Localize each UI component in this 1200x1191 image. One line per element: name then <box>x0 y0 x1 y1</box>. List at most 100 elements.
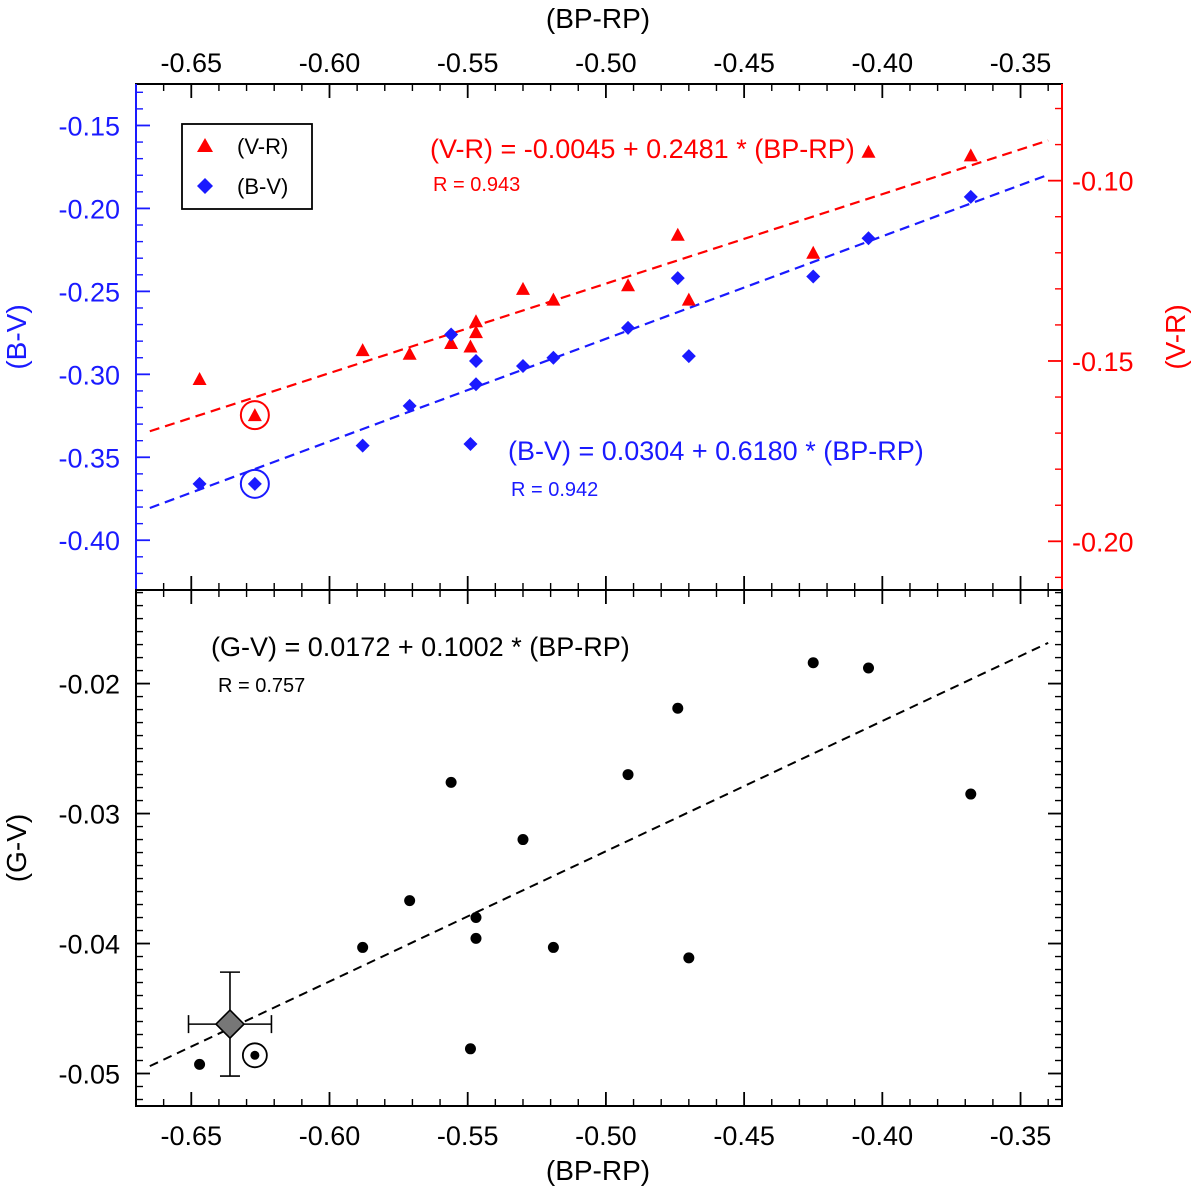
gv-y-tick-label: -0.03 <box>58 800 120 830</box>
bv-data-point <box>444 327 459 342</box>
top-x-tick-label: -0.50 <box>575 48 637 78</box>
bv-data-point <box>963 189 978 204</box>
gv-data-point <box>404 895 416 907</box>
top-x-tick-label: -0.60 <box>299 48 361 78</box>
left-y-axis-title: (B-V) <box>1 304 32 369</box>
legend-label-vr: (V-R) <box>237 134 288 159</box>
left-y-tick-label: -0.40 <box>58 526 120 556</box>
gv-data-point <box>965 788 977 800</box>
top-panel-sun-markers <box>239 400 270 499</box>
bv-data-point <box>355 438 370 453</box>
sun-symbol-ring <box>241 1042 268 1069</box>
vr-data-point <box>463 339 478 353</box>
bottom-x-tick-label: -0.55 <box>437 1121 499 1151</box>
top-panel-fits <box>149 139 1049 510</box>
bottom-x-tick-label: -0.50 <box>575 1121 637 1151</box>
bv-fit-equation: (B-V) = 0.0304 + 0.6180 * (BP-RP) <box>508 436 924 466</box>
bottom-x-tick-label: -0.60 <box>299 1121 361 1151</box>
gv-data-point <box>547 941 559 953</box>
bottom-panel-frame <box>135 589 1063 1107</box>
legend: (V-R) (B-V) <box>181 123 313 210</box>
legend-label-bv: (B-V) <box>237 174 288 199</box>
bottom-panel-fit <box>149 641 1049 1068</box>
vr-data-point <box>670 227 685 241</box>
vr-data-point <box>355 343 370 357</box>
top-x-axis-title: (BP-RP) <box>546 3 650 34</box>
bv-data-point <box>681 349 696 364</box>
vr-data-point <box>468 325 483 339</box>
gv-y-tick-label: -0.02 <box>58 670 120 700</box>
bv-data-point <box>247 476 262 491</box>
vr-fit-equation: (V-R) = -0.0045 + 0.2481 * (BP-RP) <box>430 134 855 164</box>
top-x-tick-label: -0.55 <box>437 48 499 78</box>
vr-fit-line <box>149 139 1049 433</box>
bv-data-point <box>192 476 207 491</box>
gv-data-point <box>464 1043 476 1055</box>
sun-symbol-dot <box>250 1050 260 1060</box>
gv-data-point <box>357 941 369 953</box>
vr-data-point <box>468 314 483 328</box>
bv-data-point <box>546 350 561 365</box>
bv-data-point <box>670 271 685 286</box>
left-y-tick-label: -0.35 <box>58 443 120 473</box>
top-x-tick-label: -0.40 <box>852 48 914 78</box>
bv-data-point <box>463 437 478 452</box>
legend-marker-vr <box>197 138 213 152</box>
vr-data-point <box>681 292 696 306</box>
top-panel: -0.65 -0.60 -0.55 -0.50 -0.45 -0.40 -0.35 -0.15… <box>1 3 1191 591</box>
top-x-tick-label: -0.65 <box>161 48 223 78</box>
sun-marker-bv <box>239 468 270 499</box>
bv-data-point <box>515 359 530 374</box>
legend-marker-bv <box>197 178 213 194</box>
bv-data-point <box>468 354 483 369</box>
left-y-tick-label: -0.20 <box>58 194 120 224</box>
left-y-tick-label: -0.25 <box>58 277 120 307</box>
top-panel-tick-labels: -0.65 -0.60 -0.55 -0.50 -0.45 -0.40 -0.35 -0.15… <box>58 48 1133 557</box>
gv-data-point <box>672 702 684 714</box>
gv-data-point <box>470 932 482 944</box>
gv-data-point <box>517 834 529 846</box>
gv-data-point <box>622 769 634 781</box>
top-x-tick-label: -0.35 <box>990 48 1052 78</box>
vr-data-point <box>621 278 636 292</box>
bottom-x-tick-label: -0.65 <box>161 1121 223 1151</box>
bv-data-point <box>861 231 876 246</box>
bv-data-point <box>806 269 821 284</box>
gv-y-axis-title: (G-V) <box>1 814 32 882</box>
sun-marker-vr <box>239 400 270 431</box>
bottom-panel-tick-labels: -0.65 -0.60 -0.55 -0.50 -0.45 -0.40 -0.35 -0.02… <box>58 670 1051 1151</box>
right-y-tick-label: -0.15 <box>1072 347 1134 377</box>
gv-data-point <box>683 952 695 964</box>
gv-y-tick-label: -0.04 <box>58 930 120 960</box>
gv-data-point <box>470 912 482 924</box>
top-panel-points <box>192 144 978 491</box>
vr-data-point <box>444 335 459 349</box>
bv-data-point <box>468 377 483 392</box>
vr-data-point <box>192 372 207 386</box>
bottom-x-tick-label: -0.35 <box>990 1121 1052 1151</box>
vr-data-point <box>963 148 978 162</box>
bv-data-point <box>621 320 636 335</box>
left-y-tick-label: -0.30 <box>58 360 120 390</box>
bv-data-point <box>402 398 417 413</box>
vr-data-point <box>515 281 530 295</box>
reference-diamond-marker <box>214 1008 246 1040</box>
left-y-tick-label: -0.15 <box>58 111 120 141</box>
gv-data-point <box>194 1058 206 1070</box>
gv-data-point <box>807 657 819 669</box>
bottom-x-axis-title: (BP-RP) <box>546 1155 650 1186</box>
vr-data-point <box>247 408 262 422</box>
gv-data-point <box>445 776 457 788</box>
vr-data-point <box>806 245 821 259</box>
vr-data-point <box>546 292 561 306</box>
gv-fit-r: R = 0.757 <box>218 675 305 697</box>
bottom-panel-ticks <box>136 590 1062 1106</box>
gv-data-point <box>863 662 875 674</box>
right-y-tick-label: -0.10 <box>1072 167 1134 197</box>
bv-fit-r: R = 0.942 <box>511 479 598 501</box>
vr-data-point <box>861 144 876 158</box>
bottom-x-tick-label: -0.40 <box>852 1121 914 1151</box>
bottom-panel: -0.65 -0.60 -0.55 -0.50 -0.45 -0.40 -0.35 -0.02… <box>1 589 1063 1186</box>
vr-fit-r: R = 0.943 <box>433 174 520 196</box>
